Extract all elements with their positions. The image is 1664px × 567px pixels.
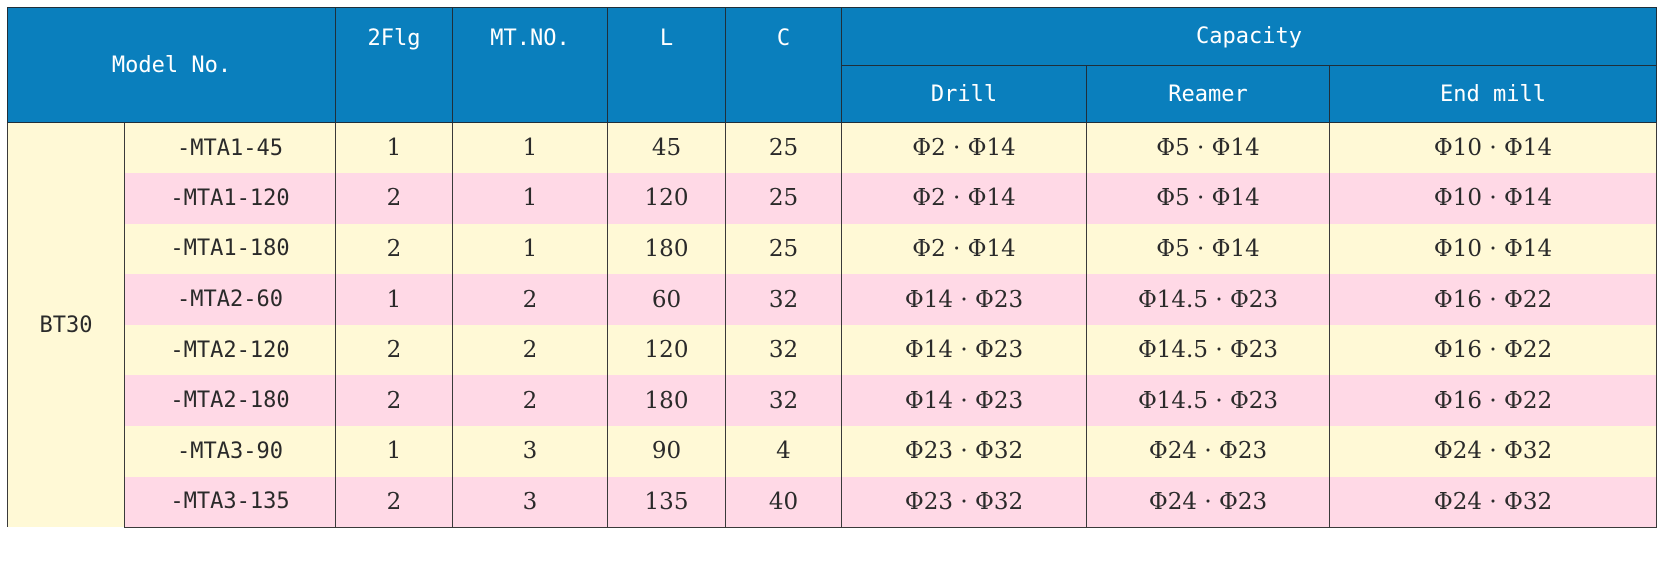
cell-l: 135 — [607, 476, 726, 528]
cell-l: 60 — [607, 274, 726, 325]
cell-flg: 2 — [335, 476, 453, 528]
cell-mt: 1 — [452, 223, 608, 275]
cell-end-mill: Φ10 · Φ14 — [1329, 173, 1657, 224]
cell-flg: 1 — [335, 122, 453, 174]
cell-reamer: Φ24 · Φ23 — [1086, 426, 1330, 477]
cell-model: -MTA2-60 — [124, 274, 336, 325]
cell-drill: Φ2 · Φ14 — [841, 122, 1087, 174]
cell-reamer: Φ24 · Φ23 — [1086, 476, 1330, 528]
cell-flg: 2 — [335, 375, 453, 427]
table-row: -MTA1-120 2 1 120 25 Φ2 · Φ14 Φ5 · Φ14 Φ… — [8, 173, 1657, 224]
table-row: -MTA2-180 2 2 180 32 Φ14 · Φ23 Φ14.5 · Φ… — [8, 375, 1657, 427]
cell-l: 180 — [607, 375, 726, 427]
cell-model: -MTA1-120 — [124, 173, 336, 224]
cell-l: 90 — [607, 426, 726, 477]
cell-l: 45 — [607, 122, 726, 174]
cell-reamer: Φ5 · Φ14 — [1086, 223, 1330, 275]
cell-model: -MTA3-135 — [124, 476, 336, 528]
header-2flg: 2Flg — [335, 7, 453, 123]
cell-drill: Φ2 · Φ14 — [841, 223, 1087, 275]
cell-model: -MTA3-90 — [124, 426, 336, 477]
cell-c: 32 — [725, 375, 842, 427]
cell-flg: 2 — [335, 324, 453, 376]
header-model-no: Model No. — [7, 7, 336, 123]
cell-l: 180 — [607, 223, 726, 275]
spec-table-container: Model No. 2Flg MT.NO. L C Capacity Drill… — [7, 7, 1657, 528]
cell-flg: 1 — [335, 274, 453, 325]
cell-end-mill: Φ16 · Φ22 — [1329, 324, 1657, 376]
cell-end-mill: Φ16 · Φ22 — [1329, 375, 1657, 427]
header-reamer: Reamer — [1086, 65, 1330, 123]
cell-reamer: Φ14.5 · Φ23 — [1086, 274, 1330, 325]
header-mt-no: MT.NO. — [452, 7, 608, 123]
cell-mt: 3 — [452, 426, 608, 477]
cell-mt: 2 — [452, 324, 608, 376]
table-row: -MTA2-60 1 2 60 32 Φ14 · Φ23 Φ14.5 · Φ23… — [8, 274, 1657, 325]
cell-mt: 1 — [452, 173, 608, 224]
table-row: -MTA3-90 1 3 90 4 Φ23 · Φ32 Φ24 · Φ23 Φ2… — [8, 426, 1657, 477]
cell-flg: 1 — [335, 426, 453, 477]
cell-end-mill: Φ10 · Φ14 — [1329, 122, 1657, 174]
header-end-mill: End mill — [1329, 65, 1657, 123]
cell-l: 120 — [607, 324, 726, 376]
group-label: BT30 — [7, 122, 125, 528]
cell-drill: Φ14 · Φ23 — [841, 324, 1087, 376]
cell-drill: Φ14 · Φ23 — [841, 375, 1087, 427]
cell-end-mill: Φ16 · Φ22 — [1329, 274, 1657, 325]
cell-reamer: Φ5 · Φ14 — [1086, 173, 1330, 224]
cell-c: 4 — [725, 426, 842, 477]
header-c: C — [725, 7, 842, 123]
cell-c: 32 — [725, 274, 842, 325]
table-row: BT30 -MTA1-45 1 1 45 25 Φ2 · Φ14 Φ5 · Φ1… — [7, 122, 1657, 528]
cell-flg: 2 — [335, 223, 453, 275]
cell-c: 32 — [725, 324, 842, 376]
header-l: L — [607, 7, 726, 123]
cell-c: 25 — [725, 122, 842, 174]
cell-mt: 1 — [452, 122, 608, 174]
cell-drill: Φ14 · Φ23 — [841, 274, 1087, 325]
table-row: -MTA3-135 2 3 135 40 Φ23 · Φ32 Φ24 · Φ23… — [8, 476, 1657, 528]
cell-l: 120 — [607, 173, 726, 224]
cell-model: -MTA1-45 — [124, 122, 336, 174]
cell-end-mill: Φ24 · Φ32 — [1329, 476, 1657, 528]
cell-drill: Φ23 · Φ32 — [841, 426, 1087, 477]
table-row: -MTA1-180 2 1 180 25 Φ2 · Φ14 Φ5 · Φ14 Φ… — [8, 223, 1657, 275]
cell-reamer: Φ14.5 · Φ23 — [1086, 375, 1330, 427]
cell-reamer: Φ14.5 · Φ23 — [1086, 324, 1330, 376]
cell-mt: 2 — [452, 274, 608, 325]
cell-model: -MTA2-180 — [124, 375, 336, 427]
cell-drill: Φ2 · Φ14 — [841, 173, 1087, 224]
header-capacity: Capacity — [841, 7, 1657, 66]
cell-c: 25 — [725, 173, 842, 224]
cell-flg: 2 — [335, 173, 453, 224]
cell-mt: 3 — [452, 476, 608, 528]
cell-c: 40 — [725, 476, 842, 528]
cell-c: 25 — [725, 223, 842, 275]
cell-end-mill: Φ10 · Φ14 — [1329, 223, 1657, 275]
table-row: -MTA2-120 2 2 120 32 Φ14 · Φ23 Φ14.5 · Φ… — [8, 324, 1657, 376]
header-drill: Drill — [841, 65, 1087, 123]
cell-reamer: Φ5 · Φ14 — [1086, 122, 1330, 174]
cell-model: -MTA1-180 — [124, 223, 336, 275]
cell-mt: 2 — [452, 375, 608, 427]
cell-drill: Φ23 · Φ32 — [841, 476, 1087, 528]
cell-end-mill: Φ24 · Φ32 — [1329, 426, 1657, 477]
spec-table: Model No. 2Flg MT.NO. L C Capacity Drill… — [7, 7, 1657, 528]
cell-model: -MTA2-120 — [124, 324, 336, 376]
